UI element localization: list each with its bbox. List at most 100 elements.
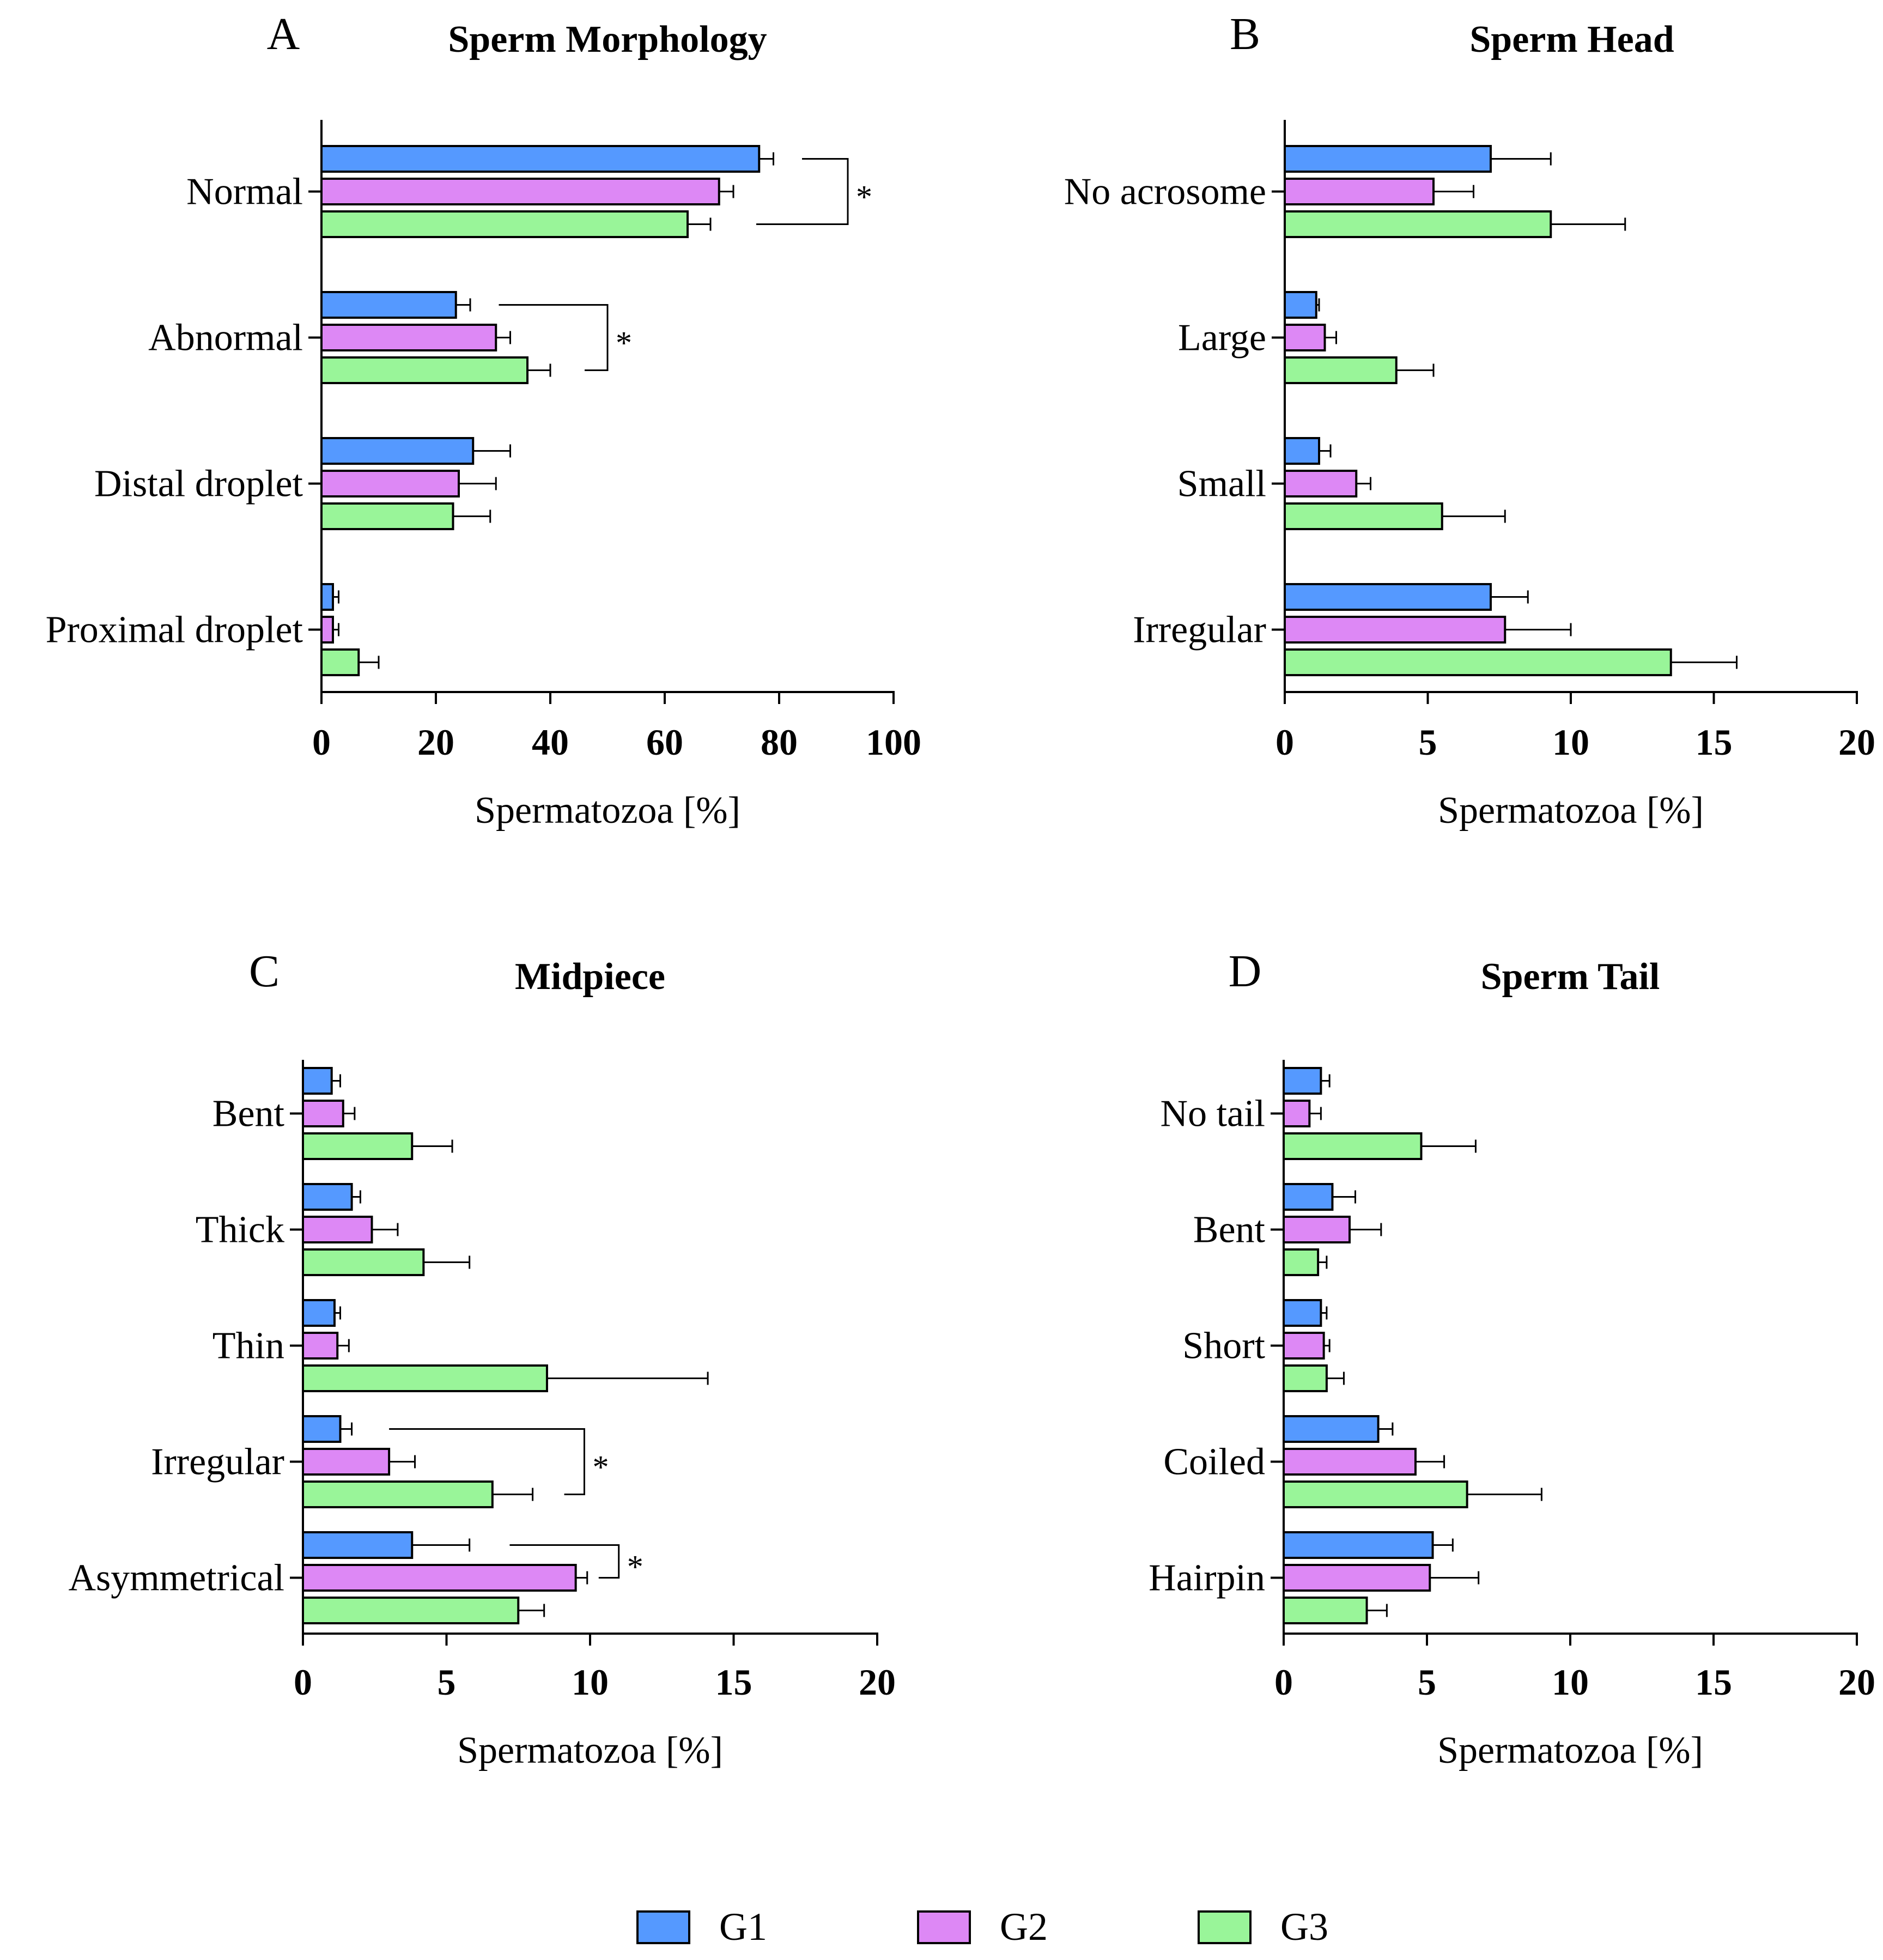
bar-asymmetrical-g3: [302, 1597, 520, 1624]
x-tick-label: 10: [572, 1661, 609, 1703]
x-axis-label: Spermatozoa [%]: [457, 1730, 723, 1771]
x-tick-label: 60: [646, 721, 683, 763]
y-tick-label-no-tail: No tail: [1161, 1093, 1265, 1135]
y-tick-label-irregular: Irregular: [1133, 609, 1266, 651]
x-tick-label: 5: [1419, 721, 1437, 763]
bar-bent-g3: [302, 1132, 414, 1160]
bar-large-g3: [1284, 356, 1398, 384]
panel-title: Sperm Head: [1469, 19, 1674, 60]
legend-swatch-g2: [917, 1910, 971, 1944]
panel-letter-c: C: [249, 946, 280, 997]
x-axis-label: Spermatozoa [%]: [475, 790, 740, 832]
panel-title: Sperm Tail: [1481, 956, 1660, 998]
x-axis-label: Spermatozoa [%]: [1438, 790, 1704, 832]
bar-small-g1: [1284, 437, 1320, 465]
significance-bracket-abnormal: [499, 304, 609, 371]
x-axis-label: Spermatozoa [%]: [1437, 1730, 1703, 1771]
bar-no-tail-g1: [1283, 1067, 1322, 1095]
x-tick-label: 20: [417, 721, 454, 763]
bar-hairpin-g3: [1283, 1597, 1368, 1624]
y-tick-label-normal: Normal: [186, 171, 303, 213]
bar-bent-g2: [302, 1100, 344, 1127]
significance-star-irregular: *: [592, 1449, 609, 1485]
significance-star-asymmetrical: *: [627, 1549, 643, 1585]
panel-letter-d: D: [1229, 946, 1262, 997]
bar-coiled-g2: [1283, 1448, 1417, 1476]
panel-d: D Sperm Tail 0 5 10 15 20 Spermatozoa [%] No tai…: [1149, 946, 1875, 1771]
bar-bent-g3: [1283, 1248, 1320, 1276]
y-tick-label-abnormal: Abnormal: [148, 317, 303, 359]
y-tick-label-thick: Thick: [196, 1209, 284, 1251]
bar-short-g2: [1283, 1332, 1325, 1360]
bar-hairpin-g1: [1283, 1531, 1434, 1559]
y-tick-label-asymmetrical: Asymmetrical: [68, 1557, 284, 1599]
y-tick-label-bent: Bent: [1193, 1209, 1266, 1251]
significance-star-abnormal: *: [616, 325, 632, 361]
bar-thin-g2: [302, 1332, 339, 1360]
bar-small-g3: [1284, 502, 1443, 530]
x-tick-label: 5: [1418, 1661, 1436, 1703]
x-tick-label: 5: [438, 1661, 456, 1703]
bar-thick-g1: [302, 1183, 353, 1211]
bar-irregular-g1: [1284, 583, 1492, 611]
bar-irregular-g1: [302, 1415, 342, 1443]
y-tick-label-no-acrosome: No acrosome: [1064, 171, 1266, 213]
bar-abnormal-g2: [320, 324, 497, 351]
bar-large-g2: [1284, 324, 1326, 351]
y-tick-label-short: Short: [1182, 1325, 1265, 1367]
bar-bent-g1: [1283, 1183, 1334, 1211]
bar-irregular-g3: [302, 1480, 494, 1508]
bar-proximal-droplet-g1: [320, 583, 334, 611]
bar-proximal-droplet-g2: [320, 616, 334, 644]
bar-asymmetrical-g1: [302, 1531, 414, 1559]
bar-bent-g2: [1283, 1216, 1351, 1243]
bar-no-tail-g3: [1283, 1132, 1423, 1160]
bar-thin-g3: [302, 1364, 548, 1392]
y-tick-label-bent: Bent: [212, 1093, 285, 1135]
bar-normal-g3: [320, 210, 689, 238]
panel-letter-b: B: [1230, 9, 1260, 59]
bar-abnormal-g3: [320, 356, 529, 384]
x-tick-label: 0: [312, 721, 331, 763]
bar-bent-g1: [302, 1067, 333, 1095]
x-tick-label: 10: [1552, 1661, 1589, 1703]
x-tick-label: 20: [1838, 1661, 1875, 1703]
x-tick-label: 15: [715, 1661, 752, 1703]
bar-normal-g1: [320, 145, 761, 173]
bar-irregular-g2: [1284, 616, 1507, 644]
bar-proximal-droplet-g3: [320, 648, 360, 676]
bar-irregular-g2: [302, 1448, 391, 1476]
y-tick-label-proximal-droplet: Proximal droplet: [46, 609, 303, 651]
panel-title: Midpiece: [515, 956, 665, 998]
panel-letter-a: A: [267, 9, 300, 59]
bar-coiled-g1: [1283, 1415, 1380, 1443]
y-tick-label-small: Small: [1177, 463, 1266, 505]
y-tick-label-hairpin: Hairpin: [1149, 1557, 1265, 1599]
y-tick-label-large: Large: [1178, 317, 1266, 359]
bar-thick-g3: [302, 1248, 425, 1276]
x-tick-label: 15: [1695, 1661, 1732, 1703]
bar-abnormal-g1: [320, 291, 457, 319]
legend-label-g1: G1: [719, 1905, 767, 1949]
bar-large-g1: [1284, 291, 1317, 319]
bar-asymmetrical-g2: [302, 1564, 577, 1592]
x-tick-label: 0: [1275, 721, 1294, 763]
bar-short-g1: [1283, 1299, 1322, 1327]
bar-distal-droplet-g1: [320, 437, 475, 465]
legend-swatch-g1: [636, 1910, 690, 1944]
bar-no-acrosome-g1: [1284, 145, 1492, 173]
bar-distal-droplet-g2: [320, 470, 460, 497]
bar-short-g3: [1283, 1364, 1328, 1392]
x-tick-label: 0: [294, 1661, 312, 1703]
x-tick-label: 100: [866, 721, 921, 763]
bar-no-tail-g2: [1283, 1100, 1311, 1127]
bar-thin-g1: [302, 1299, 336, 1327]
bar-thick-g2: [302, 1216, 373, 1243]
panel-title: Sperm Morphology: [448, 19, 767, 60]
significance-bracket-normal: [756, 158, 849, 225]
x-tick-label: 20: [1838, 721, 1875, 763]
bar-no-acrosome-g3: [1284, 210, 1552, 238]
x-tick-label: 0: [1274, 1661, 1293, 1703]
